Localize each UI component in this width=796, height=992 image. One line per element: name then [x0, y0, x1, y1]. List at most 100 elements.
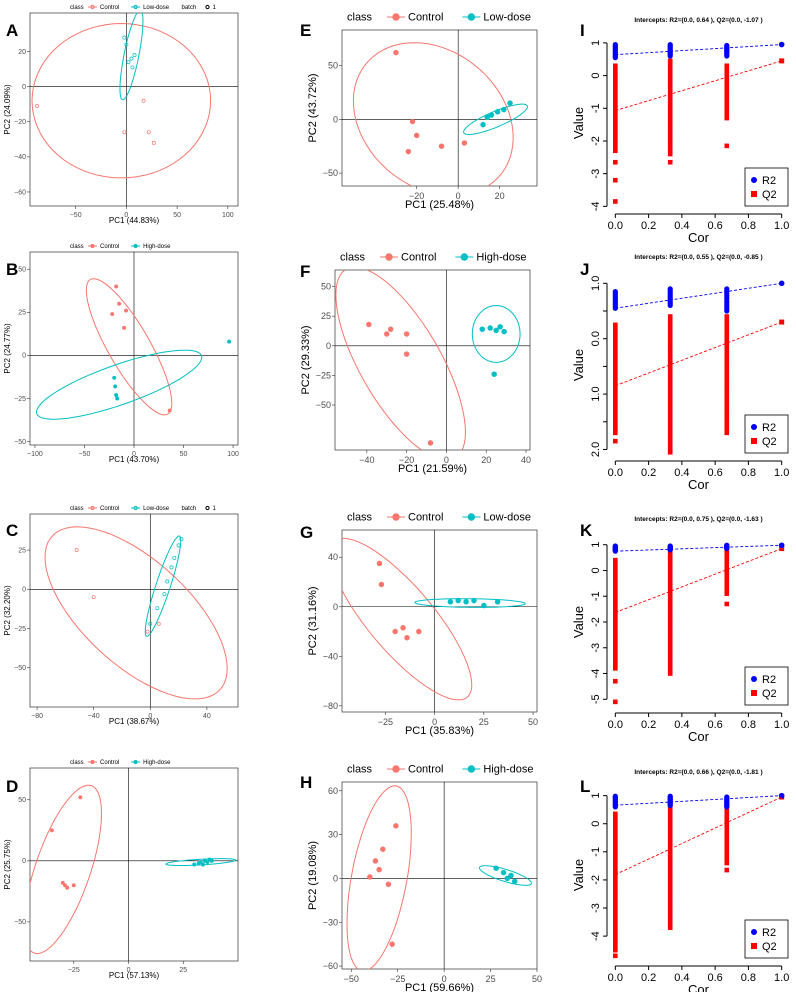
q2-point	[724, 412, 730, 418]
q2-point	[724, 112, 730, 118]
point-control	[376, 866, 382, 873]
q2-point	[667, 603, 673, 609]
q2-point	[724, 95, 730, 101]
q2-point	[613, 100, 618, 105]
point-low-dose	[488, 112, 495, 118]
plot-frame	[29, 513, 239, 708]
q2-point	[613, 418, 618, 424]
q2-point	[613, 400, 618, 406]
q2-point	[613, 358, 618, 364]
q2-point	[613, 361, 618, 367]
point-control	[65, 885, 70, 890]
legend-entry-low-dose: Low-dose	[143, 506, 170, 512]
legend-key-q2	[751, 438, 757, 444]
q2-point	[667, 413, 673, 419]
q2-point	[724, 403, 730, 409]
q2-point	[667, 812, 673, 818]
q2-point	[667, 832, 673, 838]
q2-point	[667, 866, 673, 871]
q2-point	[613, 936, 618, 942]
q2-point	[613, 69, 618, 74]
q2-point	[613, 94, 618, 100]
q2-point	[613, 857, 618, 862]
plot-body	[31, 13, 212, 179]
y-tick-label: −60	[323, 961, 338, 971]
ellipse-control	[85, 278, 173, 416]
q2-point	[724, 400, 730, 406]
q2-point	[613, 913, 618, 919]
y-tick-label: −50	[316, 400, 331, 410]
q2-point	[724, 421, 730, 427]
q2-point	[724, 576, 730, 582]
q2-point	[613, 346, 618, 352]
q2-point	[613, 199, 618, 204]
q2-point	[724, 329, 730, 334]
point-control	[403, 351, 410, 357]
q2-point	[667, 877, 673, 883]
y-tick-label: −50	[14, 665, 26, 672]
point-control	[156, 621, 161, 626]
q2-point	[667, 446, 673, 452]
q2-point	[667, 874, 673, 880]
q2-point	[724, 385, 730, 391]
q2-point	[724, 314, 730, 319]
q2-point	[613, 334, 618, 340]
point-control	[114, 284, 119, 289]
q2-point	[667, 654, 673, 659]
q2-point	[667, 835, 673, 841]
q2-point	[667, 416, 673, 422]
q2-point	[779, 546, 785, 552]
plot-body	[346, 785, 532, 969]
q2-point	[667, 631, 673, 637]
q2-point	[724, 115, 730, 121]
point-control	[383, 331, 390, 337]
legend-entry-low-dose: Low-dose	[483, 512, 531, 524]
point-control	[393, 823, 399, 829]
q2-point	[613, 379, 618, 385]
point-high-dose	[493, 327, 499, 334]
q2-point	[613, 560, 618, 566]
q2-point	[667, 620, 673, 626]
y-axis-label: PC2 (25.75%)	[3, 839, 12, 890]
q2-point	[613, 614, 618, 620]
panel-label: H	[300, 773, 312, 792]
y-tick-label: -3	[590, 903, 602, 913]
x-axis-label: Cor	[688, 982, 710, 992]
q2-point	[724, 808, 730, 814]
r2-point	[724, 286, 730, 292]
r2-point	[667, 41, 673, 48]
point-control	[141, 98, 146, 103]
y-tick-label: −80	[323, 701, 338, 711]
q2-point	[613, 837, 618, 842]
q2-point	[724, 66, 730, 71]
q2-point	[667, 592, 673, 598]
q2-point	[724, 867, 730, 873]
x-tick-label: 0.0	[608, 467, 623, 479]
point-high-dose	[447, 599, 454, 605]
panel-label: K	[580, 521, 593, 540]
y-tick-label: 1	[590, 793, 602, 799]
q2-point	[667, 395, 673, 401]
q2-point	[667, 123, 673, 129]
q2-point	[667, 112, 673, 117]
q2-point	[724, 376, 730, 382]
ellipse-high-dose	[35, 349, 203, 420]
q2-point	[667, 129, 673, 134]
x-tick-label: 25	[479, 717, 489, 727]
legend-entry-control: Control	[408, 12, 443, 24]
y-tick-label: 25	[321, 311, 331, 321]
y-tick-label: 1	[590, 40, 602, 46]
panel-label: F	[300, 262, 310, 281]
q2-point	[613, 83, 618, 88]
q2-point	[724, 107, 730, 112]
point-high-dose	[115, 396, 120, 401]
q2-point	[613, 942, 618, 947]
y-tick-label: 0	[590, 73, 602, 79]
q2-point	[613, 569, 618, 574]
point-control	[385, 881, 392, 888]
q2-point	[667, 356, 673, 362]
legend-key-q2	[751, 943, 757, 949]
q2-point	[724, 843, 730, 849]
point-control	[392, 628, 398, 635]
q2-point	[724, 430, 730, 436]
